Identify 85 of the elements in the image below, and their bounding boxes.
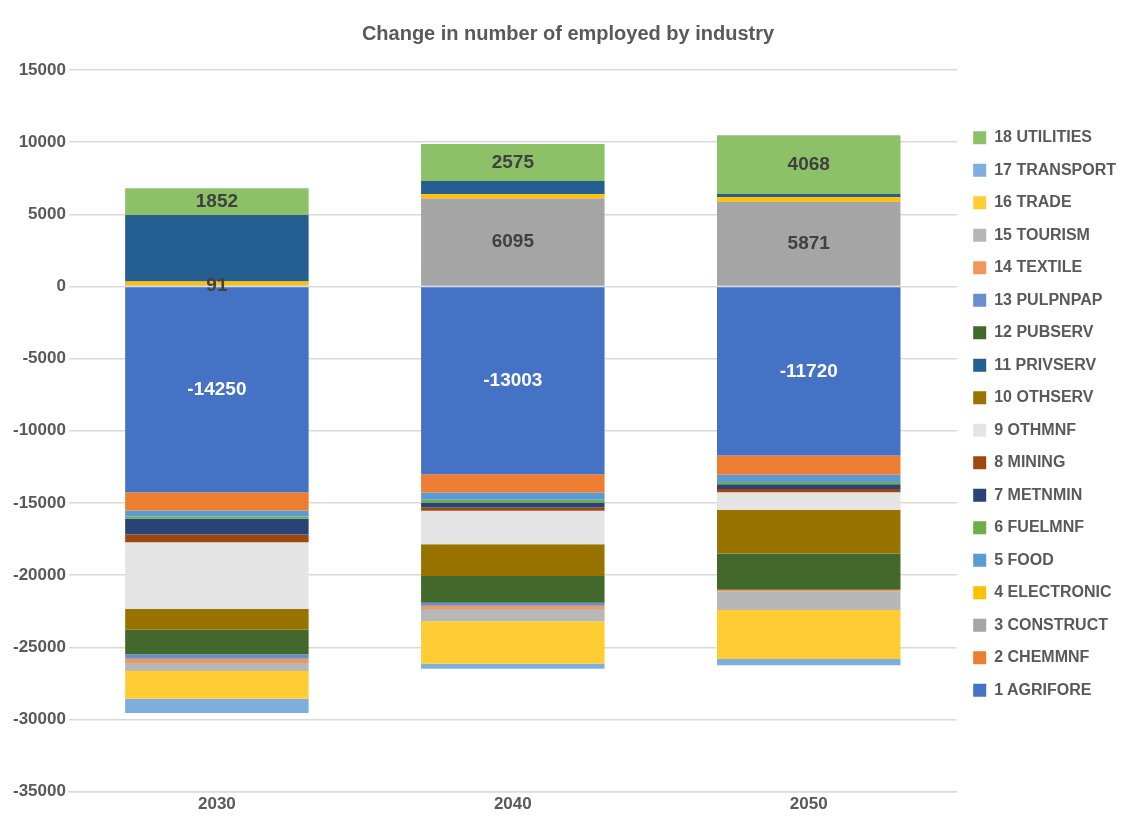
bar <box>717 658 901 666</box>
legend-label: 9 OTHMNF <box>994 420 1077 438</box>
bar <box>421 544 605 577</box>
bar <box>717 455 901 475</box>
bar <box>421 287 605 475</box>
bar <box>421 143 605 182</box>
legend-label: 1 AGRIFORE <box>994 680 1092 698</box>
bar <box>717 193 901 197</box>
data-label: -14250 <box>187 377 247 399</box>
bar <box>717 488 901 493</box>
bar <box>717 201 901 286</box>
bar <box>421 663 605 669</box>
legend-label: 13 PULPNPAP <box>994 290 1103 308</box>
data-label: 4068 <box>787 152 830 174</box>
bar <box>717 553 901 590</box>
bar <box>717 509 901 554</box>
legend-label: 8 MINING <box>994 453 1066 471</box>
y-tick-label: 15000 <box>18 59 66 79</box>
data-label: 5871 <box>787 231 831 253</box>
bar <box>717 287 901 456</box>
legend-label: 12 PUBSERV <box>994 323 1094 341</box>
legend-label: 18 UTILITIES <box>994 128 1093 146</box>
bar <box>125 534 309 543</box>
bar <box>421 194 605 199</box>
bar <box>717 610 901 659</box>
legend-label: 7 METNMIN <box>994 485 1083 503</box>
bar <box>421 502 605 508</box>
legend-label: 15 TOURISM <box>994 225 1090 243</box>
x-tick-label: 2040 <box>493 794 532 814</box>
bar <box>421 181 605 195</box>
bar <box>421 609 605 622</box>
y-tick-label: 10000 <box>18 131 66 151</box>
y-tick-label: -20000 <box>13 564 66 584</box>
chart-title: Change in number of employed by industry <box>361 21 776 44</box>
bar <box>125 609 309 630</box>
y-tick-label: -5000 <box>22 348 66 368</box>
legend-label: 6 FUELMNF <box>994 518 1085 536</box>
bar <box>421 576 605 603</box>
data-label: 6095 <box>491 230 535 252</box>
legend-label: 14 TEXTILE <box>994 258 1083 276</box>
legend-label: 17 TRANSPORT <box>994 160 1117 178</box>
bar <box>125 492 309 511</box>
bar <box>717 591 901 611</box>
bar <box>717 474 901 482</box>
legend-label: 16 TRADE <box>994 193 1072 211</box>
bar <box>125 188 309 216</box>
bar <box>125 670 309 699</box>
bar <box>125 663 309 671</box>
x-tick-label: 2050 <box>789 794 828 814</box>
bar <box>421 492 605 500</box>
bar <box>125 698 309 713</box>
legend-label: 5 FOOD <box>994 550 1054 568</box>
data-label: 2575 <box>491 150 535 172</box>
data-label: 1852 <box>195 189 239 211</box>
y-tick-label: -25000 <box>13 636 66 656</box>
bar <box>421 605 605 610</box>
x-tick-label: 2030 <box>197 794 236 814</box>
bar <box>717 484 901 489</box>
y-tick-label: -35000 <box>13 781 66 801</box>
bar <box>421 507 605 511</box>
legend-label: 3 CONSTRUCT <box>994 615 1109 633</box>
bar <box>125 654 309 659</box>
bar <box>421 474 605 493</box>
y-tick-label: 5000 <box>28 204 66 224</box>
bar <box>125 629 309 655</box>
bar <box>717 196 901 202</box>
bar <box>717 135 901 194</box>
bar <box>421 198 605 286</box>
data-label: -13003 <box>483 368 543 390</box>
bar <box>421 621 605 664</box>
bar <box>125 518 309 535</box>
bar <box>421 510 605 545</box>
y-tick-label: 0 <box>56 276 66 296</box>
bar <box>125 516 309 519</box>
y-tick-label: -10000 <box>13 420 66 440</box>
legend-label: 10 OTHSERV <box>994 388 1094 406</box>
data-label: 91 <box>206 273 228 295</box>
legend-label: 11 PRIVSERV <box>994 355 1097 373</box>
legend-label: 4 ELECTRONIC <box>994 583 1112 601</box>
data-label: -11720 <box>779 359 838 381</box>
bar <box>125 658 309 664</box>
bar <box>421 602 605 606</box>
y-tick-label: -30000 <box>13 709 66 729</box>
legend-label: 2 CHEMMNF <box>994 648 1090 666</box>
y-tick-label: -15000 <box>13 492 66 512</box>
